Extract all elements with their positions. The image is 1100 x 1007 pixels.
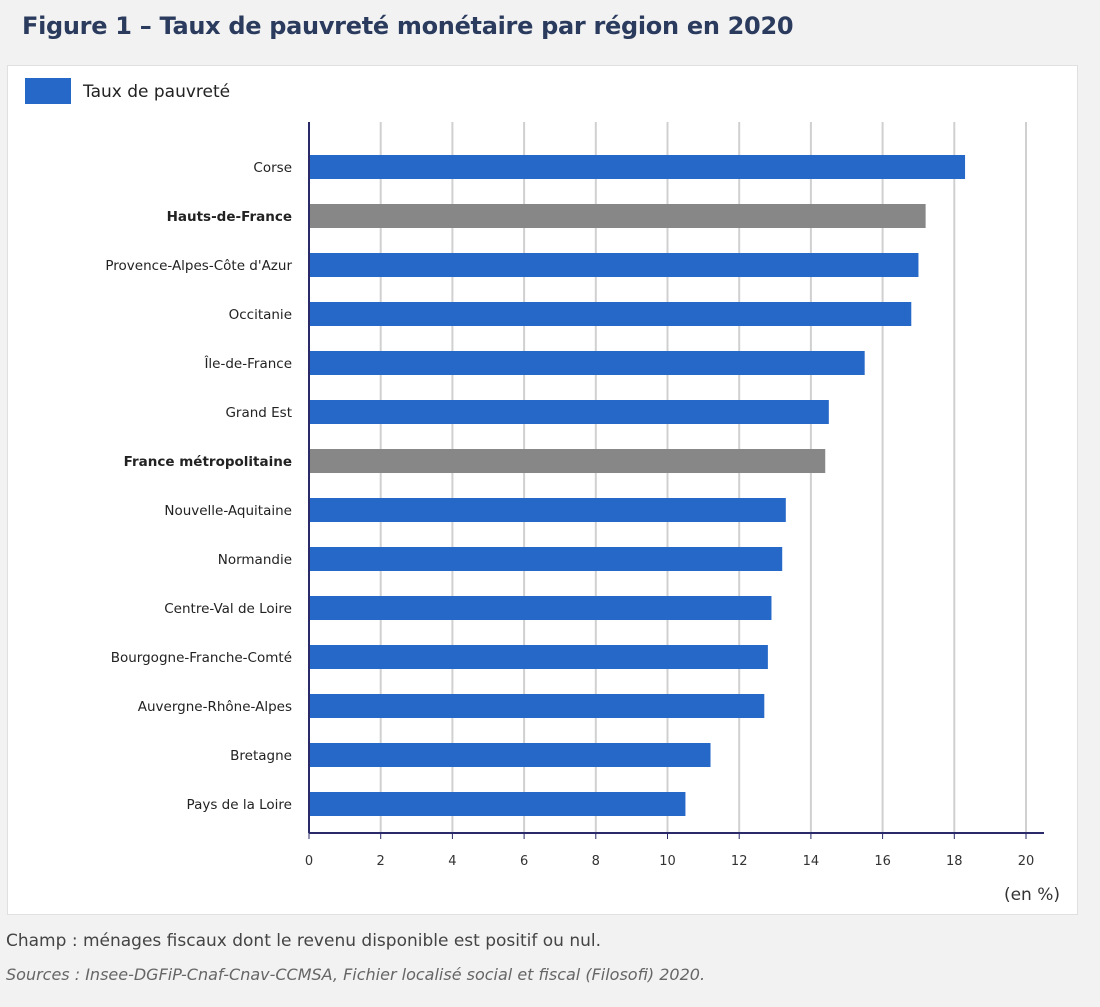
- category-label: Nouvelle-Aquitaine: [164, 503, 292, 519]
- legend-label: Taux de pauvreté: [83, 82, 231, 102]
- note-champ: Champ : ménages fiscaux dont le revenu d…: [6, 931, 602, 951]
- category-label: Provence-Alpes-Côte d'Azur: [105, 258, 292, 274]
- category-label: Hauts-de-France: [167, 209, 292, 225]
- x-axis-label: (en %): [1004, 885, 1060, 905]
- category-label: Bretagne: [230, 748, 292, 764]
- x-tick-label: 16: [874, 854, 891, 869]
- category-label: France métropolitaine: [124, 454, 292, 470]
- x-tick-label: 14: [803, 854, 820, 869]
- category-label: Bourgogne-Franche-Comté: [111, 650, 292, 666]
- x-tick-label: 12: [731, 854, 748, 869]
- note-sources: Sources : Insee-DGFiP-Cnaf-Cnav-CCMSA, F…: [6, 965, 706, 984]
- legend-swatch: [25, 78, 71, 104]
- bar: [310, 792, 686, 816]
- bar: [310, 155, 966, 179]
- bar: [310, 302, 912, 326]
- category-label: Centre-Val de Loire: [164, 601, 292, 617]
- category-label: Auvergne-Rhône-Alpes: [138, 699, 292, 715]
- category-label: Occitanie: [229, 307, 292, 323]
- category-label: Pays de la Loire: [187, 797, 292, 813]
- x-tick-label: 2: [377, 854, 385, 869]
- x-tick-label: 0: [305, 854, 313, 869]
- bar: [310, 547, 783, 571]
- figure-title: Figure 1 – Taux de pauvreté monétaire pa…: [22, 12, 794, 40]
- bar: [310, 498, 786, 522]
- bar: [310, 645, 768, 669]
- category-label: Île-de-France: [203, 354, 292, 372]
- bar: [310, 743, 711, 767]
- category-label: Corse: [253, 160, 292, 176]
- bar: [310, 449, 826, 473]
- bar: [310, 694, 765, 718]
- x-tick-label: 20: [1018, 854, 1035, 869]
- x-tick-label: 4: [448, 854, 456, 869]
- x-tick-label: 8: [592, 854, 600, 869]
- bar-chart: 0 2 4 6 8 10 12 14 16 18 20 Corse Hauts-de-France Pro…: [105, 122, 1060, 905]
- bar: [310, 253, 919, 277]
- bar: [310, 400, 829, 424]
- x-tick-label: 10: [659, 854, 676, 869]
- x-tick-label: 18: [946, 854, 963, 869]
- x-tick-label: 6: [520, 854, 528, 869]
- bar: [310, 204, 926, 228]
- category-label: Normandie: [218, 552, 292, 568]
- category-label: Grand Est: [225, 405, 292, 421]
- bar: [310, 351, 865, 375]
- bar: [310, 596, 772, 620]
